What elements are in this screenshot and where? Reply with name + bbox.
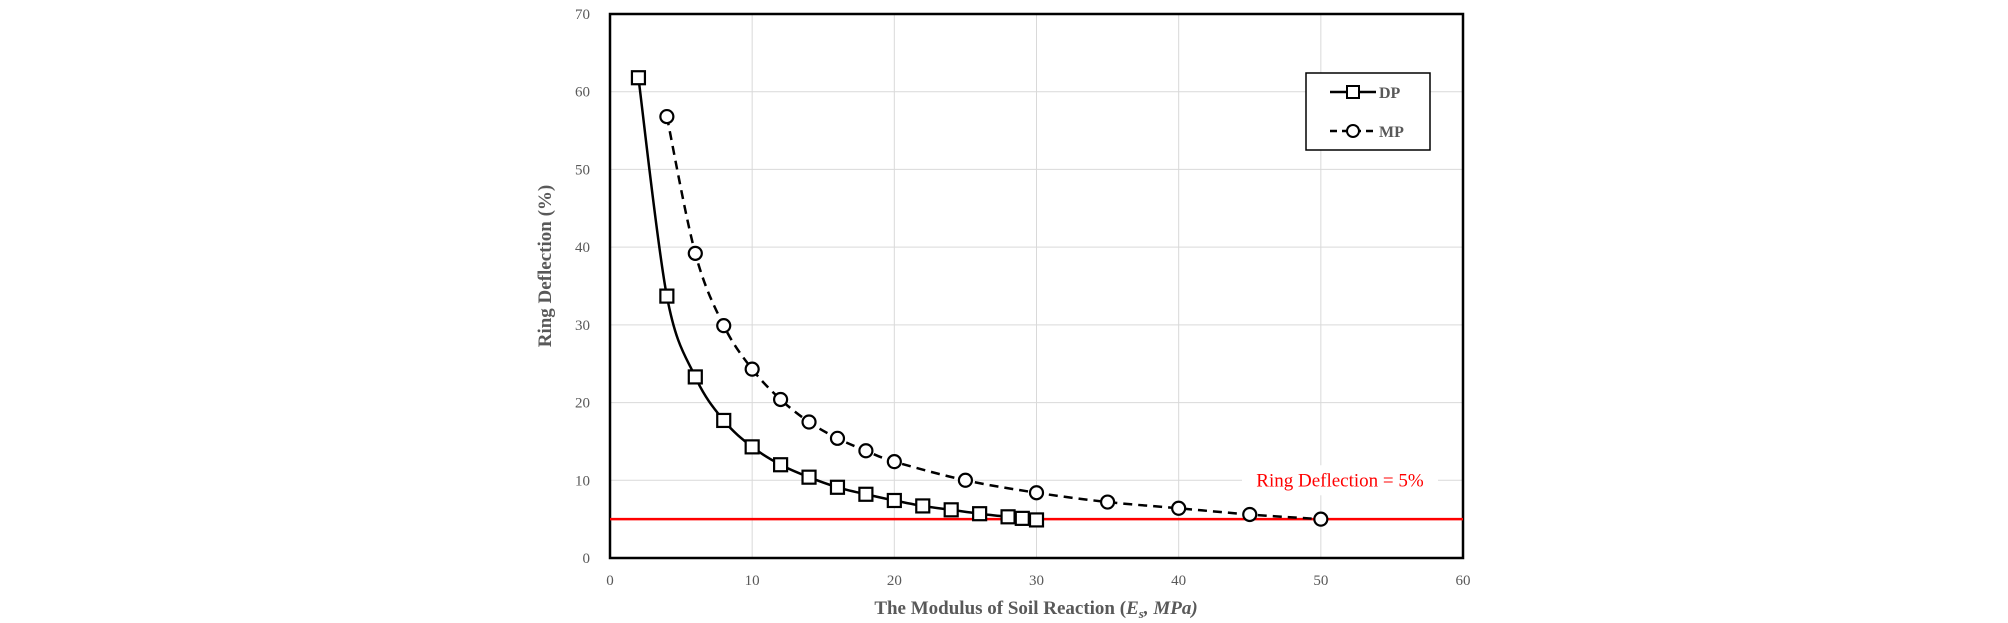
legend-box [1305, 72, 1431, 151]
reference-label-background [1242, 465, 1438, 496]
legend: DP MP [1305, 72, 1431, 151]
legend-mp-circle-marker [1346, 124, 1360, 138]
x-tick-label: 40 [1171, 573, 1186, 589]
y-tick-label: 60 [575, 85, 590, 101]
data-point-mp [957, 472, 974, 488]
data-point-dp [972, 506, 988, 522]
x-tick-label: 0 [606, 573, 614, 589]
data-point-mp [858, 443, 874, 459]
legend-dp-label: DP [1379, 85, 1401, 102]
data-point-mp [886, 454, 902, 470]
y-tick-label: 10 [575, 473, 590, 489]
data-point-mp [716, 318, 732, 334]
data-point-dp [829, 479, 846, 495]
x-axis-title: The Modulus of Soil Reaction (Es, MPa) [874, 598, 1197, 621]
y-tick-label: 50 [575, 162, 590, 178]
data-point-dp [1000, 509, 1016, 525]
data-point-dp [1028, 512, 1045, 528]
data-point-mp [1242, 506, 1258, 523]
data-point-dp [886, 492, 902, 509]
y-axis-title: Ring Deflection (%) [535, 185, 556, 348]
series-group [630, 70, 1329, 528]
x-tick-label: 50 [1313, 573, 1328, 589]
x-tick-label: 60 [1456, 573, 1471, 589]
data-point-mp [1171, 500, 1187, 516]
y-tick-label: 0 [583, 551, 591, 567]
data-point-mp [1313, 511, 1329, 527]
series-line-mp [665, 116, 1321, 521]
reference-line-group: Ring Deflection = 5% [610, 465, 1463, 521]
x-tick-label: 30 [1029, 573, 1044, 589]
data-point-mp [687, 245, 703, 261]
legend-dp-square-marker [1346, 85, 1360, 99]
data-point-dp [716, 412, 732, 429]
data-point-dp [858, 486, 874, 502]
data-point-mp [744, 361, 760, 377]
y-tick-label: 20 [575, 396, 590, 412]
reference-line-label: Ring Deflection = 5% [1256, 470, 1424, 491]
x-tick-label: 10 [745, 573, 760, 589]
data-point-dp [943, 502, 959, 518]
series-line-dp [637, 77, 1037, 522]
data-point-dp [801, 469, 817, 485]
data-point-dp [659, 288, 675, 304]
data-point-mp [1099, 494, 1116, 510]
data-point-dp [630, 70, 647, 86]
data-point-mp [1028, 485, 1045, 501]
data-point-dp [744, 439, 760, 455]
axis-tick-labels: 0 10 20 30 40 50 60 70 0 10 20 30 40 50 60 [575, 7, 1471, 589]
data-point-mp [659, 108, 675, 125]
data-point-mp [801, 414, 817, 430]
data-point-dp [687, 369, 703, 385]
y-tick-label: 40 [575, 240, 590, 256]
data-point-mp [772, 391, 789, 408]
data-point-dp [1014, 510, 1030, 526]
data-point-dp [772, 457, 789, 473]
data-point-dp [915, 498, 931, 514]
data-point-mp [829, 430, 846, 446]
x-tick-label: 20 [887, 573, 902, 589]
y-tick-label: 70 [575, 7, 590, 23]
legend-mp-label: MP [1379, 124, 1404, 141]
plot-area-border [608, 12, 1465, 560]
y-tick-label: 30 [575, 318, 590, 334]
